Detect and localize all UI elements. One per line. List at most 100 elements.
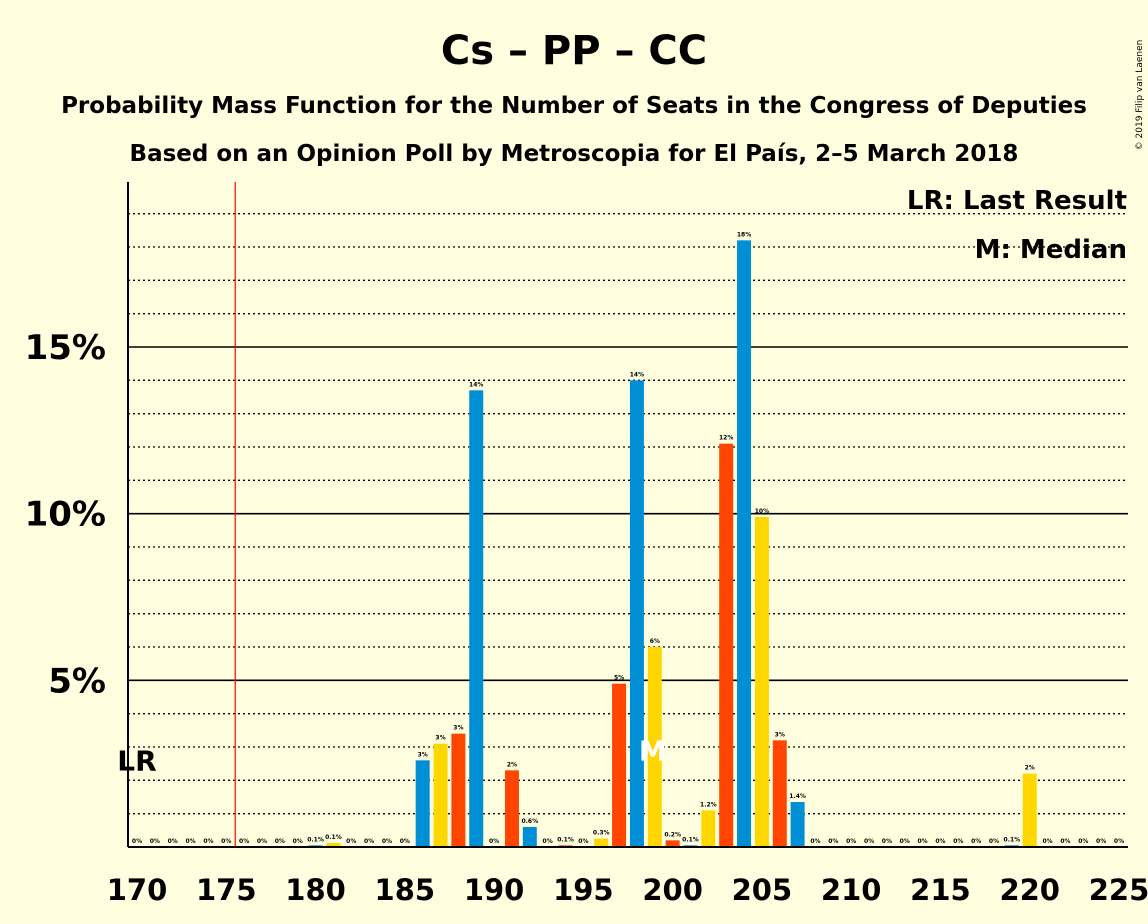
bar-seat-207	[790, 802, 805, 847]
bar-seat-196	[594, 838, 609, 847]
bar-label-seat-189: 14%	[469, 381, 483, 388]
bar-label-seat-225: 0%	[1114, 838, 1124, 845]
bar-label-seat-200: 0.2%	[664, 831, 681, 838]
bar-seat-181	[326, 843, 341, 847]
bar-label-seat-220: 2%	[1025, 765, 1035, 772]
median-marker: M	[639, 734, 667, 767]
x-tick-label: 215	[910, 873, 971, 907]
x-tick-label: 190	[464, 873, 525, 907]
bar-label-seat-190: 0%	[489, 838, 499, 845]
bar-label-seat-216: 0%	[953, 838, 963, 845]
bar-label-seat-218: 0%	[989, 838, 999, 845]
bar-label-seat-177: 0%	[257, 838, 267, 845]
axes: 170 175 180 185 190 195 200 205 210 215 220 225 5% 10…	[25, 182, 1148, 907]
x-tick-label: 195	[553, 873, 614, 907]
chart-title: Cs – PP – CC	[441, 28, 707, 74]
bar-label-seat-224: 0%	[1096, 838, 1106, 845]
legend-last-result: LR: Last Result	[907, 186, 1127, 216]
last-result-marker: LR	[117, 744, 156, 777]
grid-lines	[128, 182, 1128, 847]
bar-label-seat-171: 0%	[150, 838, 160, 845]
bar-seat-199	[647, 647, 662, 847]
bar-label-seat-211: 0%	[864, 838, 874, 845]
x-tick-label: 185	[375, 873, 436, 907]
legend-median: M: Median	[975, 235, 1127, 265]
x-tick-label: 210	[821, 873, 882, 907]
bar-seat-186	[415, 760, 430, 847]
bar-label-seat-217: 0%	[971, 838, 981, 845]
bar-label-seat-198: 14%	[630, 371, 644, 378]
y-tick-label: 15%	[25, 328, 106, 368]
bar-label-seat-182: 0%	[346, 838, 356, 845]
bar-seat-187	[433, 743, 448, 847]
bar-label-seat-194: 0.1%	[557, 836, 574, 843]
x-tick-label: 220	[999, 873, 1060, 907]
chart-subtitle: Probability Mass Function for the Number…	[61, 93, 1087, 119]
x-tick-label: 170	[107, 873, 168, 907]
bar-seat-202	[701, 810, 716, 847]
bar-label-seat-175: 0%	[221, 838, 231, 845]
bar-seat-191	[504, 770, 519, 847]
bar-labels: 0% 0% 0% 0% 0% 0% 0% 0% 0% 0% 0.1% 0.1%0% 0% 0% 0%3%3%…	[117, 231, 1124, 845]
chart-subtitle-poll: Based on an Opinion Poll by Metroscopia …	[130, 141, 1019, 167]
bar-label-seat-184: 0%	[382, 838, 392, 845]
bar-seat-203	[719, 443, 734, 847]
bar-label-seat-207: 1.4%	[789, 793, 806, 800]
bar-label-seat-222: 0%	[1060, 838, 1070, 845]
bar-label-seat-209: 0%	[828, 838, 838, 845]
bar-label-seat-223: 0%	[1078, 838, 1088, 845]
bar-label-seat-214: 0%	[918, 838, 928, 845]
bar-label-seat-176: 0%	[239, 838, 249, 845]
bar-seat-197	[612, 683, 627, 847]
bar-label-seat-193: 0%	[543, 838, 553, 845]
bar-seat-192	[522, 827, 537, 847]
bar-label-seat-204: 18%	[737, 231, 751, 238]
bar-label-seat-187: 3%	[435, 735, 445, 742]
bar-seat-220	[1022, 773, 1037, 847]
y-tick-label: 5%	[48, 661, 106, 701]
bar-seat-189	[469, 390, 484, 847]
bar-label-seat-213: 0%	[900, 838, 910, 845]
x-tick-label: 225	[1089, 873, 1148, 907]
bar-label-seat-178: 0%	[275, 838, 285, 845]
bar-label-seat-180: 0.1%	[307, 836, 324, 843]
bar-seat-198	[629, 380, 644, 847]
copyright-text: © 2019 Filip van Laenen	[1135, 40, 1145, 151]
bar-label-seat-196: 0.3%	[593, 830, 610, 837]
y-tick-label: 10%	[25, 495, 106, 535]
bar-label-seat-201: 0.1%	[682, 836, 699, 843]
bar-seat-205	[754, 517, 769, 847]
bar-label-seat-185: 0%	[400, 838, 410, 845]
bar-label-seat-173: 0%	[185, 838, 195, 845]
x-tick-label: 180	[285, 873, 346, 907]
bar-label-seat-186: 3%	[418, 751, 428, 758]
bar-label-seat-191: 2%	[507, 761, 517, 768]
bar-label-seat-219: 0.1%	[1004, 836, 1021, 843]
bar-seat-200	[665, 840, 680, 847]
bar-label-seat-179: 0%	[293, 838, 303, 845]
bar-label-seat-199: 6%	[650, 638, 660, 645]
bar-label-seat-183: 0%	[364, 838, 374, 845]
bar-seat-204	[737, 240, 752, 848]
bar-label-seat-221: 0%	[1042, 838, 1052, 845]
x-tick-label: 175	[196, 873, 257, 907]
bar-series	[308, 240, 1037, 848]
x-tick-label: 200	[642, 873, 703, 907]
x-tick-label: 205	[732, 873, 793, 907]
bar-label-seat-212: 0%	[882, 838, 892, 845]
bar-seat-206	[772, 740, 787, 847]
bar-label-seat-192: 0.6%	[521, 818, 538, 825]
bar-label-seat-172: 0%	[168, 838, 178, 845]
bar-label-seat-174: 0%	[203, 838, 213, 845]
bar-label-seat-181: 0.1%	[325, 834, 342, 841]
bar-seat-188	[451, 733, 466, 847]
bar-label-seat-197: 5%	[614, 675, 624, 682]
bar-label-seat-215: 0%	[935, 838, 945, 845]
bar-label-seat-206: 3%	[775, 731, 785, 738]
bar-label-seat-208: 0%	[810, 838, 820, 845]
bar-label-seat-195: 0%	[578, 838, 588, 845]
bar-label-seat-210: 0%	[846, 838, 856, 845]
bar-label-seat-188: 3%	[453, 725, 463, 732]
bar-label-seat-170: 0%	[132, 838, 142, 845]
